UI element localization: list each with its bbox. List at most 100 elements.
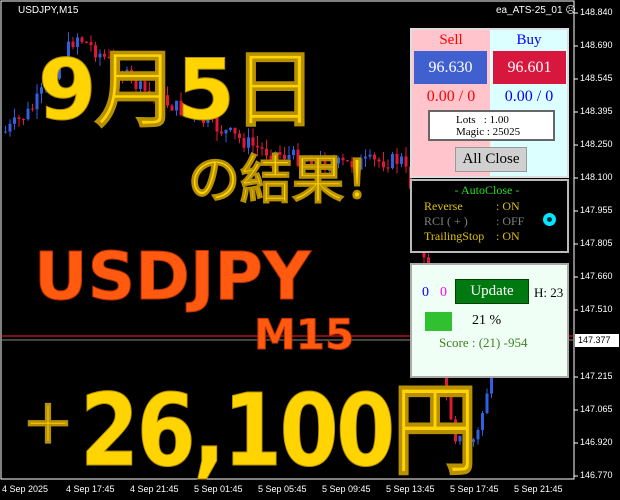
candle xyxy=(481,413,484,430)
candle xyxy=(301,161,304,166)
percent-label: 21 % xyxy=(472,313,502,328)
candle xyxy=(197,112,201,114)
current-price-label: 147.377 xyxy=(575,334,619,347)
price-tick: 147.510 xyxy=(580,304,613,314)
candle xyxy=(382,161,385,168)
candle xyxy=(458,435,462,442)
candle xyxy=(269,155,273,160)
candle xyxy=(94,45,97,58)
row-value: : ON xyxy=(496,199,520,213)
candle xyxy=(454,419,457,442)
candle xyxy=(445,364,448,397)
candle xyxy=(260,147,264,149)
price-tick: 147.805 xyxy=(580,238,613,248)
candle xyxy=(355,167,358,170)
buy-button[interactable]: 96.601 xyxy=(493,51,566,84)
candle xyxy=(395,154,399,164)
candle xyxy=(143,81,147,91)
candle xyxy=(314,159,318,169)
count-blue: 0 xyxy=(422,285,429,300)
price-tick: 148.545 xyxy=(580,73,613,83)
candle xyxy=(377,159,381,162)
candle xyxy=(103,53,106,57)
candle xyxy=(373,154,376,160)
candle xyxy=(449,396,453,420)
candle xyxy=(292,149,295,155)
time-tick: 5 Sep 21:45 xyxy=(514,484,563,494)
row-value: : OFF xyxy=(496,214,525,228)
candle xyxy=(238,133,241,139)
autoclose-row: RCI ( + ) : OFF xyxy=(424,214,524,228)
autoclose-row: TrailingStop: ON xyxy=(424,229,520,243)
sell-pl: 0.00 / 0 xyxy=(426,88,476,105)
time-tick: 5 Sep 01:45 xyxy=(194,484,243,494)
candle xyxy=(157,95,160,105)
candle xyxy=(125,69,129,78)
time-tick: 5 Sep 05:45 xyxy=(258,484,307,494)
candle xyxy=(242,138,246,148)
candle xyxy=(274,152,277,160)
candle xyxy=(463,435,466,438)
candle xyxy=(224,130,228,134)
row-label: TrailingStop xyxy=(424,229,485,243)
candle xyxy=(337,157,340,164)
candle xyxy=(386,167,390,169)
row-label: Reverse xyxy=(424,199,463,213)
overlay-pair: USDJPY xyxy=(34,238,312,315)
candle xyxy=(89,42,93,46)
candle xyxy=(193,112,196,115)
sad-face-icon: ☹ xyxy=(565,5,576,16)
price-tick: 148.250 xyxy=(580,139,613,149)
candle xyxy=(251,137,255,146)
score-panel: 0 0 Update H: 23 21 % Score : (21) -954 xyxy=(410,263,569,378)
candle xyxy=(148,90,151,94)
candle xyxy=(17,117,21,119)
candle xyxy=(368,154,372,157)
price-tick: 146.920 xyxy=(580,437,613,447)
lots-value: Lots : 1.00 xyxy=(456,114,509,126)
autoclose-panel: - AutoClose - Reverse: ON RCI ( + ): OFF T… xyxy=(410,179,569,253)
all-close-button[interactable]: All Close xyxy=(455,147,527,172)
candle xyxy=(139,81,142,89)
candle xyxy=(391,154,394,169)
candle xyxy=(67,41,70,61)
candle xyxy=(296,149,300,166)
candle xyxy=(472,439,475,442)
price-tick: 147.955 xyxy=(580,205,613,215)
hour-label: H: 23 xyxy=(534,285,564,300)
candle xyxy=(319,158,322,160)
buy-label: Buy xyxy=(516,32,542,48)
time-tick: 5 Sep 13:45 xyxy=(386,484,435,494)
time-tick: 5 Sep 17:45 xyxy=(450,484,499,494)
buy-pl: 0.00 / 0 xyxy=(504,88,554,105)
candle xyxy=(8,123,12,132)
price-tick: 147.660 xyxy=(580,271,613,281)
overlay-timeframe: M15 xyxy=(253,310,355,359)
candle xyxy=(305,160,309,162)
candle xyxy=(4,131,7,133)
overlay-plus: ＋ xyxy=(21,396,75,456)
candle xyxy=(62,60,66,65)
candle xyxy=(116,61,120,77)
time-tick: 4 Sep 2025 xyxy=(2,484,49,494)
sell-button[interactable]: 96.630 xyxy=(414,51,487,84)
candle xyxy=(278,152,282,155)
row-label: RCI ( + ) xyxy=(424,214,468,228)
price-tick: 148.690 xyxy=(580,40,613,50)
toggle-circle-icon[interactable] xyxy=(543,213,556,226)
ea-name: ea_ATS-25_01 ☹ xyxy=(496,5,576,16)
update-button[interactable]: Update xyxy=(455,279,529,304)
candle xyxy=(256,145,259,148)
candle xyxy=(184,111,187,116)
candle xyxy=(35,93,39,110)
price-tick: 148.840 xyxy=(580,7,613,17)
candle xyxy=(202,112,205,123)
candle xyxy=(85,41,88,43)
time-tick: 4 Sep 17:45 xyxy=(66,484,115,494)
candle xyxy=(170,105,174,111)
count-magenta: 0 xyxy=(440,285,447,300)
candle xyxy=(341,157,345,161)
candle xyxy=(364,156,367,159)
candle xyxy=(98,53,102,58)
time-tick: 4 Sep 21:45 xyxy=(130,484,179,494)
